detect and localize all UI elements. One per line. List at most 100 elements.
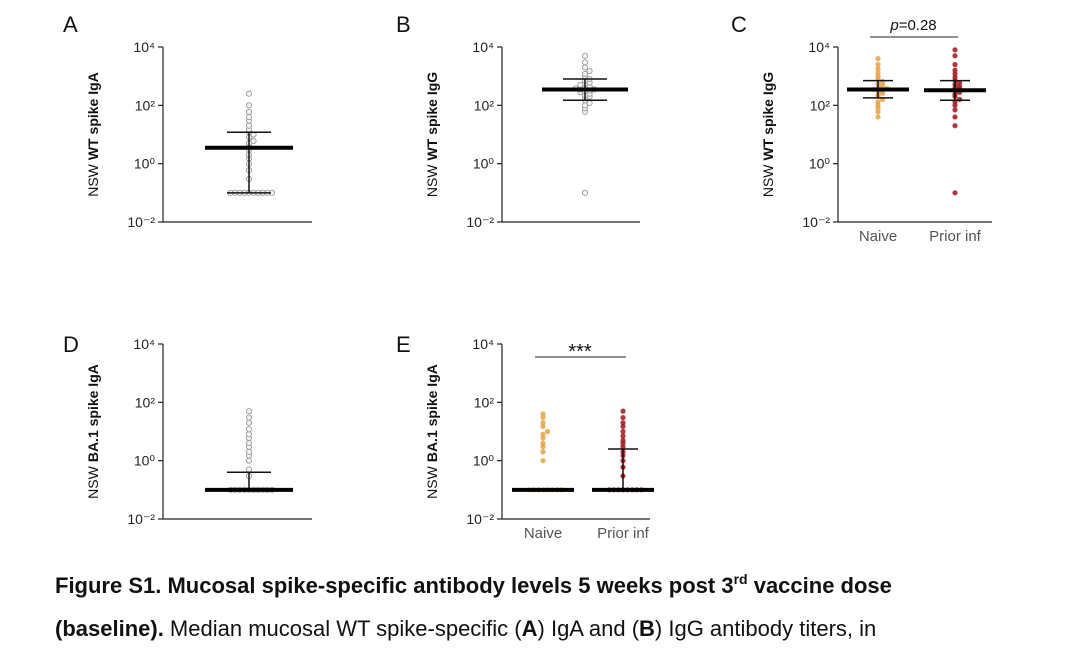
caption-superscript: rd	[734, 571, 748, 587]
data-point	[540, 449, 546, 455]
data-point	[952, 123, 958, 129]
data-point	[540, 444, 546, 450]
y-tick-label: 10⁴	[472, 336, 494, 352]
panel-label: A	[63, 12, 78, 37]
caption-run: B	[639, 616, 655, 641]
y-axis-label-plain: NSW	[760, 164, 776, 197]
data-point	[952, 107, 958, 113]
y-tick-label: 10⁻²	[127, 214, 155, 230]
data-point	[875, 99, 881, 105]
y-axis-label-plain: NSW	[424, 465, 440, 498]
y-tick-label: 10⁰	[809, 156, 831, 172]
caption-run: Figure S1. Mucosal spike-specific antibo…	[55, 573, 734, 598]
data-point	[620, 423, 626, 429]
data-point	[581, 189, 589, 196]
panel-label: B	[396, 12, 411, 37]
data-point	[952, 53, 958, 59]
data-point	[250, 137, 257, 145]
annotation-text: =0.28	[899, 17, 937, 34]
data-point	[581, 70, 589, 77]
data-point	[245, 440, 253, 447]
y-tick-label: 10⁴	[808, 39, 830, 55]
y-axis-label: NSW WT spike IgG	[424, 72, 440, 197]
data-point	[540, 458, 546, 464]
y-axis-label: NSW WT spike IgA	[85, 72, 101, 197]
x-tick-label: Naive	[859, 228, 897, 245]
y-tick-label: 10⁻²	[466, 214, 494, 230]
y-tick-label: 10²	[810, 97, 831, 113]
panel-label: E	[396, 332, 411, 357]
panel-label: C	[731, 12, 747, 37]
data-point	[245, 414, 253, 421]
y-axis-label-bold: WT spike IgG	[424, 72, 440, 161]
data-point	[952, 67, 958, 73]
data-point	[540, 420, 546, 426]
data-point	[245, 426, 253, 433]
caption-run: Median mucosal WT spike-specific (	[164, 616, 522, 641]
y-tick-label: 10⁴	[472, 39, 494, 55]
data-point	[620, 437, 626, 443]
data-point	[581, 52, 589, 59]
annotation-text: ***	[568, 341, 592, 363]
data-point	[586, 67, 593, 75]
caption-run: A	[522, 616, 538, 641]
data-point	[952, 47, 958, 53]
annotation: ***	[568, 341, 592, 363]
caption-title: Figure S1. Mucosal spike-specific antibo…	[55, 571, 892, 598]
caption-text: (baseline). Median mucosal WT spike-spec…	[55, 616, 876, 641]
data-point	[620, 414, 626, 421]
caption-run: ) IgG antibody titers, in	[655, 616, 876, 641]
annotation: p=0.28	[889, 17, 936, 34]
y-axis-label-bold: BA.1 spike IgA	[424, 364, 440, 462]
data-point	[540, 414, 546, 421]
y-tick-label: 10⁰	[134, 156, 156, 172]
y-axis-label-plain: NSW	[85, 163, 101, 196]
data-point	[957, 83, 963, 89]
data-point	[620, 433, 626, 439]
y-axis-label: NSW WT spike IgG	[760, 72, 776, 197]
panel-label: D	[63, 332, 79, 357]
data-point	[581, 64, 589, 71]
y-tick-label: 10⁴	[133, 39, 155, 55]
y-axis-label: NSW BA.1 spike IgA	[85, 364, 101, 499]
data-point	[245, 431, 253, 438]
data-point	[245, 466, 253, 473]
data-point	[880, 82, 886, 89]
data-point	[880, 79, 886, 85]
y-axis-label-plain: NSW	[424, 164, 440, 197]
data-point	[620, 408, 626, 414]
data-point	[245, 457, 253, 464]
data-point	[620, 428, 626, 435]
data-point	[540, 423, 546, 429]
data-point	[875, 114, 881, 120]
data-point	[620, 420, 626, 426]
data-point	[245, 122, 253, 129]
y-tick-label: 10⁰	[473, 156, 495, 172]
caption-run: vaccine dose	[748, 573, 892, 598]
y-tick-label: 10⁰	[473, 453, 495, 469]
data-point	[540, 440, 546, 446]
data-point	[540, 431, 546, 437]
y-tick-label: 10⁻²	[127, 511, 155, 527]
data-point	[620, 444, 626, 450]
y-tick-label: 10⁻²	[802, 214, 830, 230]
y-tick-label: 10⁰	[134, 453, 156, 469]
y-tick-label: 10²	[474, 394, 495, 410]
caption-run: ) IgA and (	[538, 616, 640, 641]
y-axis-label-bold: WT spike IgG	[760, 72, 776, 161]
data-point	[245, 448, 253, 455]
data-point	[875, 70, 881, 76]
data-point	[952, 190, 958, 196]
y-tick-label: 10²	[474, 97, 495, 113]
y-tick-label: 10⁴	[133, 336, 155, 352]
data-point	[957, 96, 963, 102]
data-point	[875, 66, 881, 72]
data-point	[245, 408, 253, 415]
data-point	[545, 428, 551, 435]
x-tick-label: Prior inf	[597, 525, 650, 542]
y-tick-label: 10²	[135, 97, 156, 113]
data-point	[245, 113, 253, 120]
data-point	[245, 108, 253, 115]
